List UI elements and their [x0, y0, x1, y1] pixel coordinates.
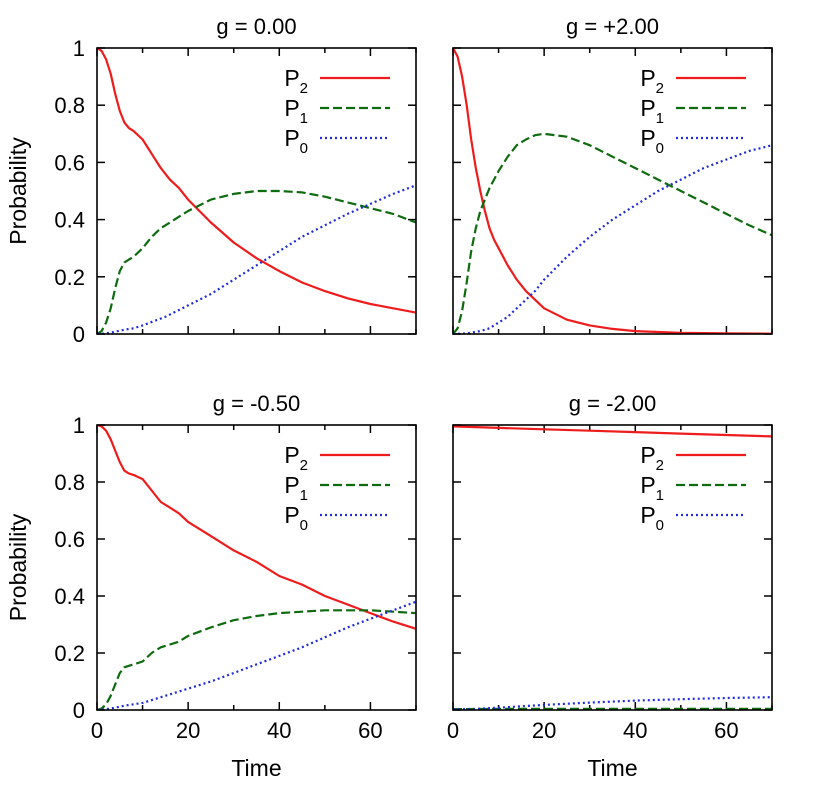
y-tick-label: 0.4 — [54, 584, 85, 609]
legend-subscript: 2 — [656, 457, 664, 474]
chart-title: g = -0.50 — [213, 391, 300, 416]
x-axis-label: Time — [587, 755, 637, 781]
legend-symbol: P — [640, 472, 655, 498]
y-tick-label: 0.2 — [54, 265, 85, 290]
y-tick-label: 0.6 — [54, 527, 85, 552]
chart-title: g = -2.00 — [569, 391, 656, 416]
legend-subscript: 2 — [656, 80, 664, 97]
x-tick-label: 60 — [714, 718, 738, 743]
y-tick-label: 0.8 — [54, 93, 85, 118]
x-tick-label: 40 — [623, 718, 647, 743]
legend-label-p0: P0 — [284, 502, 308, 534]
chart-title: g = 0.00 — [216, 14, 296, 39]
series-line-p0 — [453, 144, 772, 334]
legend-symbol: P — [284, 472, 299, 498]
legend-label-p0: P0 — [284, 125, 308, 157]
legend-label-p1: P1 — [284, 472, 308, 504]
y-tick-label: 0.4 — [54, 208, 85, 233]
x-tick-label: 0 — [91, 718, 103, 743]
legend-symbol: P — [284, 65, 299, 91]
legend-label-p1: P1 — [640, 472, 664, 504]
x-tick-label: 20 — [176, 718, 200, 743]
legend-subscript: 0 — [300, 517, 308, 534]
legend-label-p0: P0 — [640, 502, 664, 534]
legend-symbol: P — [284, 442, 299, 468]
legend-symbol: P — [284, 95, 299, 121]
legend-label-p2: P2 — [640, 442, 664, 474]
x-tick-label: 40 — [267, 718, 291, 743]
legend-symbol: P — [640, 502, 655, 528]
legend-symbol: P — [284, 125, 299, 151]
series-line-p0 — [97, 184, 416, 334]
legend-label-p1: P1 — [284, 95, 308, 127]
series-line-p0 — [453, 696, 772, 710]
plot-frame — [452, 47, 773, 335]
legend-label-p0: P0 — [640, 125, 664, 157]
y-tick-label: 0 — [73, 698, 85, 723]
legend-subscript: 0 — [300, 140, 308, 157]
y-axis-label: Probability — [5, 137, 31, 245]
legend-subscript: 1 — [300, 110, 308, 127]
x-tick-label: 60 — [358, 718, 382, 743]
series-line-p1 — [453, 132, 772, 334]
plot-frame — [96, 424, 417, 711]
y-tick-label: 1 — [73, 413, 85, 438]
series-line-p1 — [97, 609, 416, 710]
legend-symbol: P — [640, 125, 655, 151]
legend-label-p2: P2 — [284, 442, 308, 474]
series-line-p2 — [453, 425, 772, 438]
series-line-p1 — [97, 189, 416, 334]
x-tick-label: 0 — [447, 718, 459, 743]
legend-label-p2: P2 — [284, 65, 308, 97]
series-line-p2 — [97, 425, 416, 630]
series-line-p2 — [97, 48, 416, 314]
y-tick-label: 0 — [73, 322, 85, 347]
legend-label-p1: P1 — [640, 95, 664, 127]
legend-subscript: 1 — [656, 487, 664, 504]
legend-symbol: P — [640, 442, 655, 468]
series-line-p0 — [97, 600, 416, 710]
legend-symbol: P — [284, 502, 299, 528]
y-tick-label: 0.8 — [54, 470, 85, 495]
legend-subscript: 1 — [300, 487, 308, 504]
legend-subscript: 1 — [656, 110, 664, 127]
legend-subscript: 0 — [656, 517, 664, 534]
y-tick-label: 0.2 — [54, 641, 85, 666]
legend-subscript: 0 — [656, 140, 664, 157]
legend-symbol: P — [640, 95, 655, 121]
y-axis-label: Probability — [5, 513, 31, 621]
chart-title: g = +2.00 — [566, 14, 659, 39]
legend-subscript: 2 — [300, 80, 308, 97]
legend-subscript: 2 — [300, 457, 308, 474]
plot-frame — [452, 424, 773, 711]
x-tick-label: 20 — [532, 718, 556, 743]
y-tick-label: 1 — [73, 36, 85, 61]
legend-label-p2: P2 — [640, 65, 664, 97]
y-tick-label: 0.6 — [54, 150, 85, 175]
series-line-p2 — [453, 48, 772, 334]
legend-symbol: P — [640, 65, 655, 91]
plot-frame — [96, 47, 417, 335]
x-axis-label: Time — [231, 755, 281, 781]
